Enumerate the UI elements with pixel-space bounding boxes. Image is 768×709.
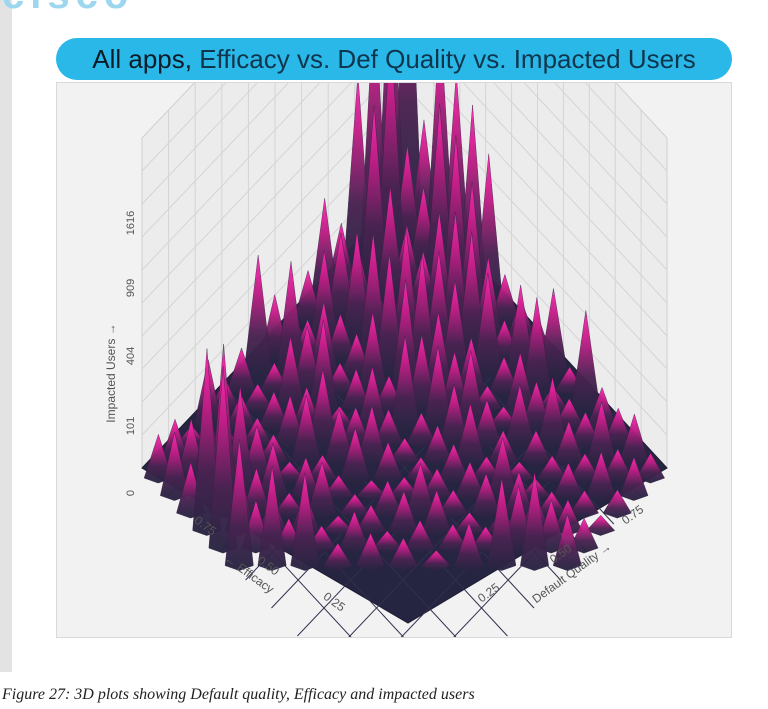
surface-spike [619,456,649,501]
left-wall-gridline [141,83,258,205]
chart-title-bold: All apps, [92,44,192,74]
x-tick-0.25: 0.25 [321,589,348,614]
left-wall-gridline [141,83,227,172]
y-tick-0.25: 0.25 [475,580,502,605]
surface-spike [290,472,320,571]
surface-spike [405,519,435,554]
figure-caption: Figure 27: 3D plots showing Default qual… [2,686,475,703]
z-tick-909: 909 [125,279,137,297]
chart-title-banner: All apps, Efficacy vs. Def Quality vs. I… [56,38,732,80]
logo-text: cisco [2,0,128,16]
right-wall-gridline [493,83,668,271]
surface-spike [340,427,370,484]
surface-spike [307,461,337,519]
surface-spike [257,465,287,571]
left-wall-gridline [141,83,289,238]
surface-spike [636,452,665,484]
surface-spike [356,504,386,536]
surface-spike [323,542,353,571]
chart-title-rest: Efficacy vs. Def Quality vs. Impacted Us… [191,44,696,74]
left-margin-rule [0,0,12,672]
left-wall-gridline [141,83,321,271]
z-tick-0: 0 [125,490,137,496]
surface-spike [438,489,468,519]
right-wall-gridline [584,83,668,172]
surface-spike [586,514,616,536]
surface-spike [224,439,254,571]
surface-spike [421,550,451,571]
right-wall-gridline [554,83,668,205]
right-wall-gridline [462,83,668,304]
surface-spike [324,474,354,501]
z-tick-404: 404 [125,347,137,365]
surface-spike [552,513,582,571]
surface-plot: 0 101 404 909 1616 Impacted Users → 0.75… [104,83,668,637]
surface-spike [388,537,418,571]
plot-area: 0 101 404 909 1616 Impacted Users → 0.75… [56,82,732,638]
z-tick-1616: 1616 [125,211,137,235]
surface-spike [373,441,403,484]
left-wall-gridline [141,83,352,304]
surface-spike [569,490,599,519]
surface-spike [520,471,549,571]
surface-spike [356,532,385,571]
cisco-logo: cisco [0,0,128,16]
right-wall-gridline [523,83,668,238]
surface-spike [487,478,517,571]
surface-spikes [143,83,665,571]
z-tick-101: 101 [125,417,137,435]
surface-spike [454,522,484,571]
surface-spike [602,489,632,519]
chart-title: All apps, Efficacy vs. Def Quality vs. I… [56,44,732,75]
surface-spike [569,517,599,554]
z-axis-label: Impacted Users → [104,323,118,422]
